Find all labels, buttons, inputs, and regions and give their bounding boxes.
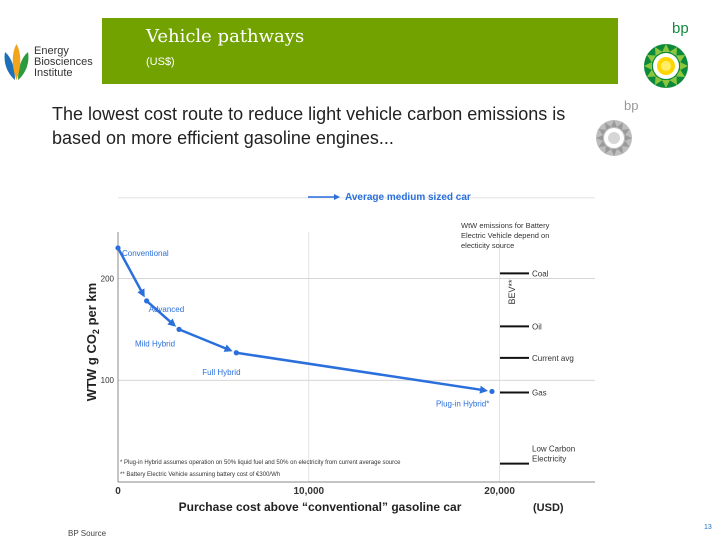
data-point <box>115 245 121 251</box>
series-arrowhead <box>137 288 145 298</box>
bev-source-label: Coal <box>532 269 549 278</box>
slide-title: Vehicle pathways <box>146 26 305 47</box>
series-segment <box>116 247 143 293</box>
data-point <box>489 388 495 395</box>
footnote-2: ** Battery Electric Vehicle assuming bat… <box>120 472 280 478</box>
header-band: Vehicle pathways (US$) <box>102 18 618 84</box>
series-arrowhead <box>479 385 489 394</box>
ebi-leaf-icon <box>4 44 29 80</box>
y-axis-label-subscript: 2 <box>91 329 101 334</box>
bp-logo-text: bp <box>672 20 689 37</box>
series-segment <box>178 328 228 351</box>
y-axis-label-part-1: WTW g CO <box>84 334 99 401</box>
data-point-label: Advanced <box>149 305 185 314</box>
ebi-logo: Energy Biosciences Institute <box>2 40 106 86</box>
series-segment <box>145 299 173 324</box>
bev-source-label: Oil <box>532 322 542 331</box>
bev-source-label: Gas <box>532 388 547 397</box>
y-tick-label: 100 <box>101 376 115 385</box>
logo-line-3: Institute <box>34 67 73 79</box>
slide-subtitle: (US$) <box>146 56 175 68</box>
series-segment <box>236 351 483 392</box>
series-layer: Conventional Advanced Mild Hybrid Full Hybr… <box>115 245 495 408</box>
legend-arrowhead <box>334 194 340 200</box>
legend-title: Average medium sized car <box>345 192 471 203</box>
data-point <box>144 298 150 304</box>
data-point-label: Conventional <box>122 249 169 258</box>
logo-line-2: Biosciences <box>34 56 93 68</box>
data-point-label: Plug-in Hybrid* <box>436 399 489 408</box>
y-axis-label-part-2: per km <box>84 283 99 329</box>
slide-headline: The lowest cost route to reduce light ve… <box>52 104 566 148</box>
grid-layer <box>117 197 595 482</box>
footnote-1: * Plug-in Hybrid assumes operation on 50… <box>120 460 401 466</box>
y-tick-label: 200 <box>101 274 115 283</box>
logo-line-1: Energy <box>34 45 69 57</box>
data-point-label: Full Hybrid <box>202 368 240 377</box>
axis-layer: 0 10,000 20,000 100 200 <box>101 232 595 497</box>
x-tick-label: 20,000 <box>484 486 515 497</box>
vehicle-pathways-chart: 0 10,000 20,000 100 200 Conventional Advanced… <box>84 192 595 514</box>
page-number: 13 <box>704 524 712 531</box>
series-arrowhead <box>223 344 233 352</box>
bev-note-line: electicity source <box>461 241 514 250</box>
x-tick-label: 10,000 <box>294 486 325 497</box>
bev-source-label: Current avg <box>532 354 574 363</box>
data-point-label: Mild Hybrid <box>135 339 175 348</box>
data-point <box>233 350 239 356</box>
series-arrowhead <box>167 318 177 327</box>
footer-source: BP Source <box>68 529 107 538</box>
legend: Average medium sized car <box>308 192 471 203</box>
bev-axis-label: BEV** <box>507 279 517 305</box>
data-point <box>176 326 182 332</box>
bev-note-line: WtW emissions for Battery <box>461 221 550 230</box>
x-axis-label: Purchase cost above “conventional” gasol… <box>179 500 462 514</box>
x-axis-unit: (USD) <box>533 502 564 514</box>
bev-source-label: Electricity <box>532 455 566 464</box>
bp-gray-logo-text: bp <box>624 98 639 113</box>
x-tick-label: 0 <box>115 486 121 497</box>
bev-note-line: Electric Vehicle depend on <box>461 231 549 240</box>
bev-source-label: Low Carbon <box>532 445 575 454</box>
bp-helios-logo <box>644 44 688 88</box>
bp-helios-gray-logo <box>596 120 632 156</box>
y-axis-label: WTW g CO2 per km <box>84 283 101 401</box>
